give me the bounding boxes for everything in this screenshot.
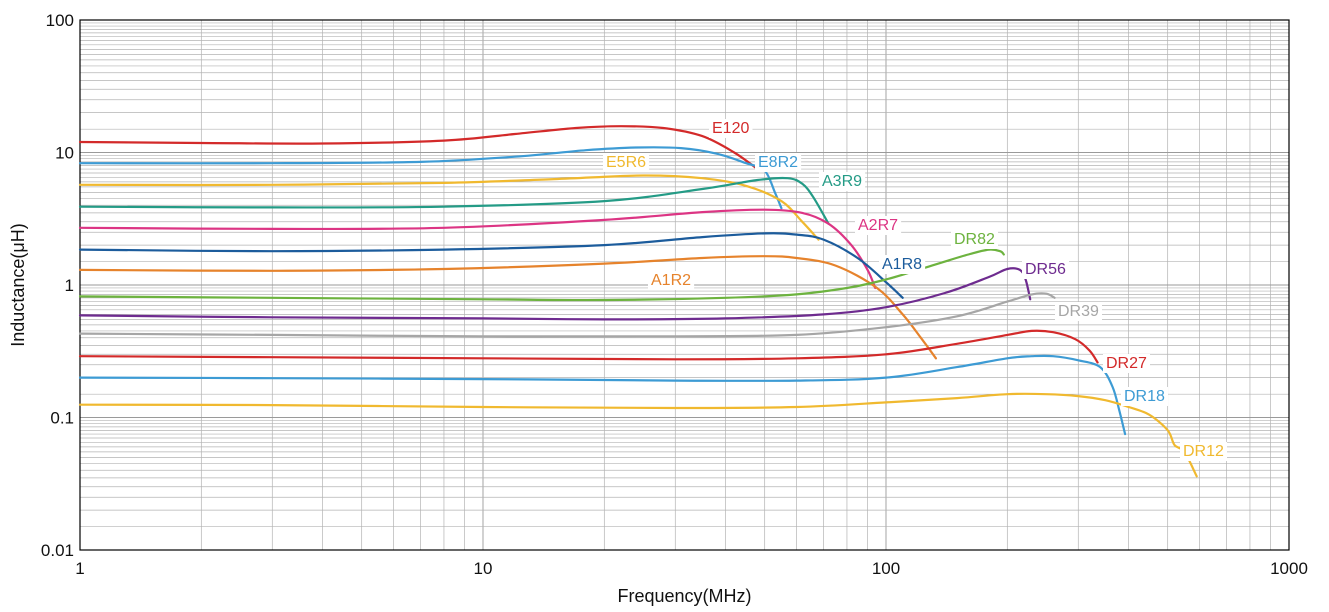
series-line-dr12 <box>78 392 1198 478</box>
series-line-dr27 <box>78 329 1099 364</box>
y-tick-label: 10 <box>55 144 74 163</box>
series-line-dr18 <box>78 354 1127 436</box>
y-tick-labels: 0.01 0.1 1 10 100 <box>41 11 74 560</box>
series-label-background <box>709 119 753 138</box>
series-label-background <box>951 230 999 249</box>
series-label-dr39: DR39 <box>1058 303 1099 320</box>
series-label-background <box>1055 302 1103 321</box>
series-label-dr82: DR82 <box>954 231 995 248</box>
series-line-e120 <box>78 125 759 171</box>
x-tick-label: 1 <box>75 559 84 578</box>
series-line-a2r7 <box>78 208 877 290</box>
series-labels: E120 E8R2 E5R6 A3R9 A2R7 A1R8 A1R2 DR82 DR56 DR39… <box>603 119 1228 461</box>
series-label-background <box>879 255 926 274</box>
series-label-e5r6: E5R6 <box>606 154 646 171</box>
series-label-background <box>755 153 802 172</box>
series-lines <box>78 125 1198 478</box>
series-label-e8r2: E8R2 <box>758 154 798 171</box>
series-label-background <box>1180 442 1228 461</box>
y-tick-label: 0.1 <box>50 409 74 428</box>
y-tick-label: 0.01 <box>41 541 74 560</box>
series-line-a1r8 <box>78 232 904 299</box>
plot-frame <box>79 19 1290 551</box>
x-tick-labels: 1 10 100 1000 <box>75 559 1308 578</box>
series-label-background <box>603 153 650 172</box>
series-label-a1r2: A1R2 <box>651 272 691 289</box>
series-line-dr56 <box>78 267 1032 321</box>
series-line-e8r2 <box>78 146 783 210</box>
x-tick-label: 10 <box>474 559 493 578</box>
series-label-background <box>855 216 902 235</box>
series-label-background <box>819 172 866 191</box>
series-label-dr12: DR12 <box>1183 443 1224 460</box>
series-label-background <box>1103 354 1151 373</box>
y-tick-label: 100 <box>46 11 74 30</box>
series-line-dr39 <box>78 292 1056 338</box>
series-label-dr56: DR56 <box>1025 261 1066 278</box>
series-label-dr18: DR18 <box>1124 388 1165 405</box>
series-label-e120: E120 <box>712 120 749 137</box>
series-label-background <box>1022 260 1070 279</box>
x-tick-label: 1000 <box>1270 559 1308 578</box>
y-tick-label: 1 <box>65 276 74 295</box>
series-line-e5r6 <box>78 174 820 241</box>
series-label-background <box>648 271 695 290</box>
series-line-a1r2 <box>78 255 937 360</box>
series-label-a1r8: A1R8 <box>882 256 922 273</box>
series-label-dr27: DR27 <box>1106 355 1147 372</box>
series-line-a3r9 <box>78 176 830 225</box>
y-axis-title: Inductance(μH) <box>8 223 28 346</box>
x-axis-title: Frequency(MHz) <box>617 586 751 606</box>
series-line-dr82 <box>78 248 1005 302</box>
series-label-a3r9: A3R9 <box>822 173 862 190</box>
x-tick-label: 100 <box>872 559 900 578</box>
series-label-a2r7: A2R7 <box>858 217 898 234</box>
series-label-background <box>1121 387 1169 406</box>
